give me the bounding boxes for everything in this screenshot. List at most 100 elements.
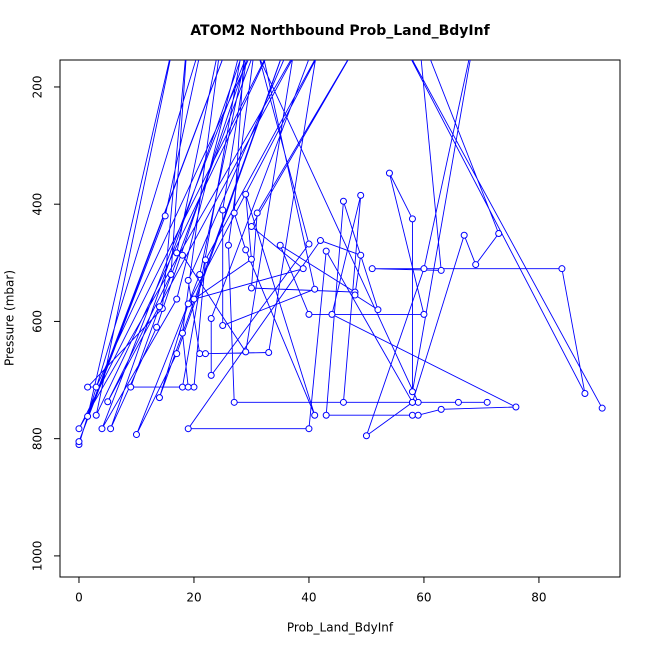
data-point [460, 231, 468, 239]
data-point [127, 383, 135, 391]
chart-title: ATOM2 Northbound Prob_Land_BdyInf [190, 23, 490, 39]
data-point [408, 411, 416, 419]
data-point [75, 425, 83, 433]
data-point [483, 398, 491, 406]
data-point [242, 190, 250, 198]
y-axis-label: Pressure (mbar) [3, 270, 17, 366]
y-tick-label: 400 [31, 193, 45, 216]
data-point [161, 212, 169, 220]
data-point [305, 425, 313, 433]
data-point [184, 276, 192, 284]
data-point [322, 411, 330, 419]
x-tick-label: 20 [186, 591, 201, 605]
plot-area [75, 60, 606, 449]
data-point [184, 425, 192, 433]
data-point [207, 315, 215, 322]
data-point [408, 398, 416, 406]
data-point [437, 266, 445, 274]
data-point [339, 398, 347, 406]
y-tick-label: 1000 [31, 541, 45, 572]
data-point [357, 251, 365, 259]
data-point [454, 398, 462, 406]
data-point [362, 432, 370, 440]
data-point [322, 247, 330, 255]
data-point [253, 209, 261, 217]
data-point [167, 271, 175, 279]
data-point [173, 249, 181, 257]
data-point [92, 383, 100, 391]
data-point [184, 383, 192, 391]
data-point [75, 438, 83, 446]
data-point [190, 295, 198, 303]
data-point [178, 383, 186, 391]
data-point [155, 394, 163, 402]
data-point [104, 398, 112, 406]
y-tick-label: 200 [31, 76, 45, 99]
data-point [265, 348, 273, 356]
data-point [408, 388, 416, 396]
data-point [196, 350, 204, 358]
data-point [598, 404, 606, 412]
data-point [84, 383, 92, 391]
data-point [107, 425, 115, 433]
data-point [219, 206, 227, 214]
data-point [495, 230, 503, 238]
data-point [437, 405, 445, 413]
data-point [351, 291, 359, 299]
data-point [414, 411, 422, 419]
data-point [242, 246, 250, 254]
y-tick-label: 800 [31, 427, 45, 450]
data-point [207, 371, 215, 379]
data-point [305, 310, 313, 318]
data-point [420, 265, 428, 273]
data-point [230, 398, 238, 406]
x-tick-label: 40 [301, 591, 316, 605]
data-point [512, 403, 520, 411]
data-point [472, 261, 480, 269]
data-point [184, 300, 192, 308]
data-point [385, 169, 393, 177]
data-point [408, 215, 416, 223]
data-point [328, 310, 336, 318]
data-point [311, 285, 319, 293]
data-point [316, 237, 324, 245]
data-point [247, 222, 255, 230]
data-point [276, 241, 284, 249]
data-point [196, 271, 204, 279]
data-point [368, 265, 376, 273]
x-tick-label: 0 [75, 591, 83, 605]
data-point [201, 350, 209, 358]
data-point [153, 323, 161, 331]
y-tick-label: 600 [31, 310, 45, 333]
data-point [173, 350, 181, 358]
data-point [178, 329, 186, 337]
data-point [311, 411, 319, 419]
data-point [299, 265, 307, 273]
data-point [201, 256, 209, 264]
data-point [178, 251, 186, 259]
data-point [155, 303, 163, 311]
data-point [357, 191, 365, 199]
data-point [230, 209, 238, 217]
data-point [558, 265, 566, 273]
data-point [339, 197, 347, 205]
x-tick-label: 80 [531, 591, 546, 605]
data-point [305, 240, 313, 248]
data-point [374, 306, 382, 314]
data-point [581, 390, 589, 398]
x-tick-label: 60 [416, 591, 431, 605]
data-point [92, 411, 100, 419]
data-point [242, 348, 250, 356]
data-point [420, 310, 428, 318]
data-point [84, 412, 92, 420]
x-axis-label: Prob_Land_BdyInf [287, 621, 394, 635]
data-point [247, 284, 255, 292]
data-point [414, 398, 422, 406]
data-point [132, 431, 140, 439]
data-point [219, 322, 227, 330]
data-point [224, 241, 232, 249]
data-point [173, 295, 181, 303]
data-point [247, 255, 255, 263]
